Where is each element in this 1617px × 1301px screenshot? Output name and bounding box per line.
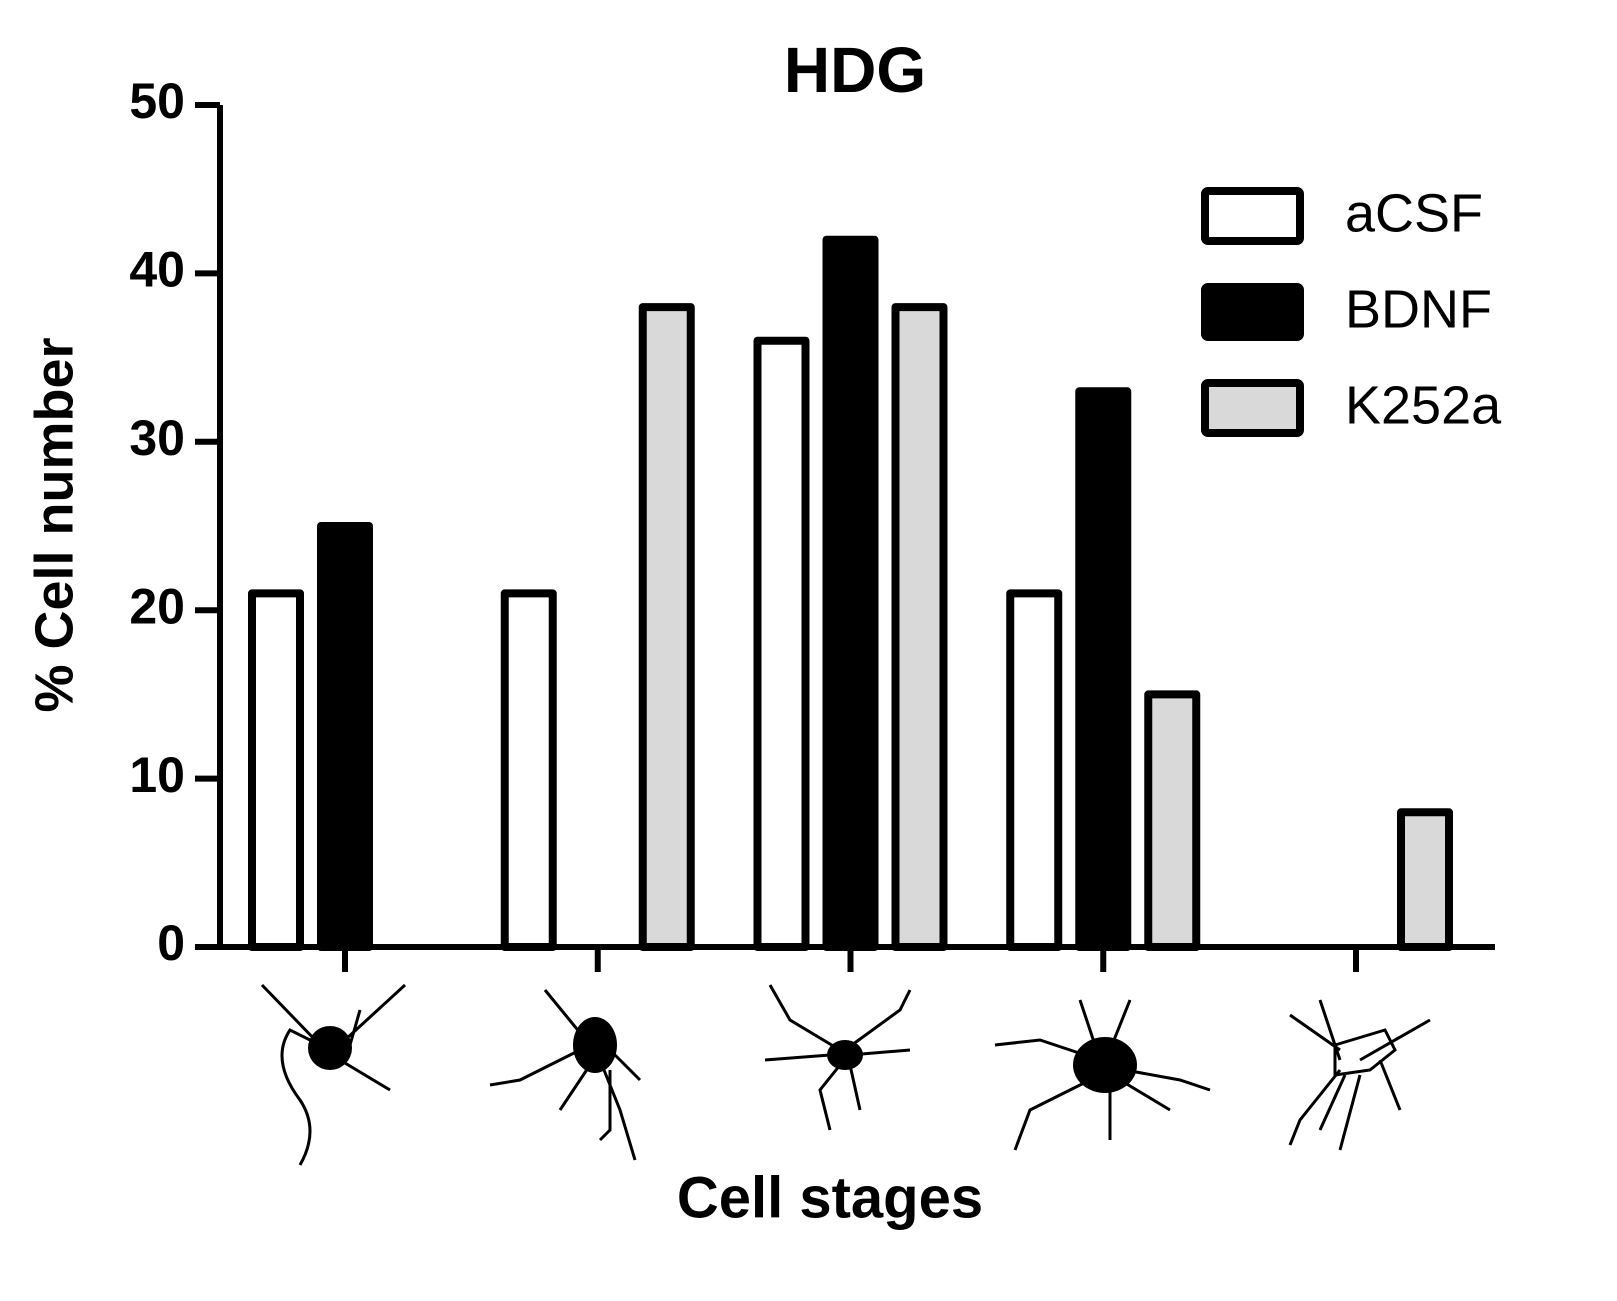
- legend-swatch: [1201, 283, 1304, 341]
- y-tick-label: 20: [129, 578, 185, 634]
- bar: [891, 303, 948, 951]
- y-tick-label: 30: [129, 410, 185, 466]
- y-tick-label: 0: [157, 915, 185, 971]
- bar: [638, 303, 695, 951]
- bar: [1075, 387, 1132, 951]
- x-axis-label: Cell stages: [677, 1165, 983, 1230]
- bar: [753, 336, 810, 951]
- cell-icon: [994, 999, 1211, 1151]
- bar: [500, 589, 557, 951]
- cell-icon: [764, 984, 912, 1131]
- y-tick-label: 40: [129, 242, 185, 298]
- legend-label: K252a: [1345, 375, 1502, 435]
- legend-label: aCSF: [1345, 183, 1483, 243]
- cell-icon: [489, 989, 642, 1161]
- bar: [1144, 690, 1201, 952]
- bar: [1397, 808, 1453, 952]
- y-tick-label: 50: [129, 73, 185, 129]
- bar: [248, 589, 304, 951]
- bar: [822, 235, 879, 952]
- legend-label: BDNF: [1345, 279, 1492, 339]
- legend-swatch: [1201, 379, 1304, 437]
- y-tick-label: 10: [129, 747, 185, 803]
- cell-icon: [260, 983, 407, 1166]
- chart-title: HDG: [784, 34, 926, 106]
- bar: [1006, 589, 1063, 951]
- bar: [317, 522, 373, 951]
- legend-swatch: [1201, 187, 1304, 245]
- y-axis-label: % Cell number: [24, 337, 84, 712]
- cell-icon: [1288, 999, 1431, 1151]
